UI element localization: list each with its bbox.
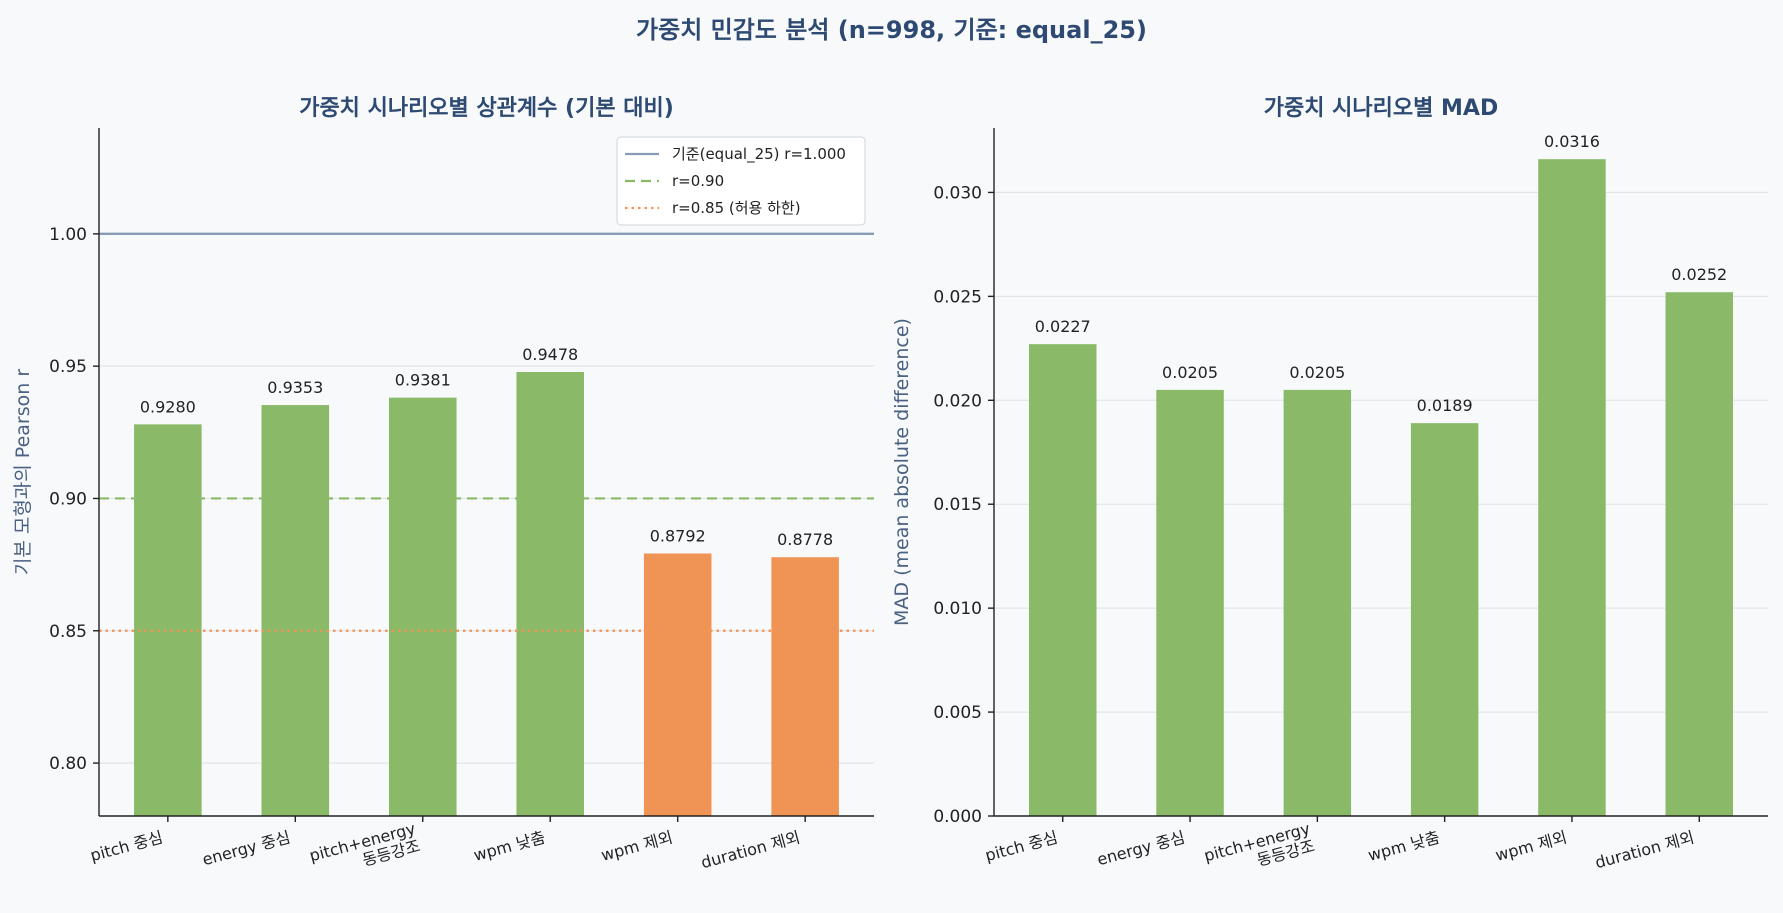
legend-entry: r=0.90 [672, 172, 724, 190]
x-tick-label: energy 중심 [1095, 828, 1187, 870]
data-label: 0.8792 [650, 527, 706, 546]
y-axis-label: MAD (mean absolute difference) [891, 318, 913, 626]
data-label: 0.9381 [395, 371, 451, 390]
data-label: 0.0189 [1417, 396, 1473, 415]
data-label: 0.0252 [1671, 265, 1727, 284]
bar [134, 424, 202, 816]
legend-entry: 기준(equal_25) r=1.000 [672, 145, 846, 164]
x-tick-label: wpm 낮춤 [471, 828, 547, 865]
bar [1029, 344, 1097, 816]
y-tick-label: 0.025 [933, 287, 982, 307]
y-tick-label: 0.020 [933, 391, 982, 411]
bar [1156, 389, 1224, 816]
data-label: 0.8778 [777, 530, 833, 549]
x-tick-label: wpm 제외 [1493, 828, 1569, 865]
chart-panel-2: 0.0227 0.0205 0.0205 0.0189 0.0316 0.0252 0.00… [891, 96, 1768, 883]
bar [388, 397, 457, 816]
x-tick-label: energy 중심 [200, 828, 292, 870]
y-tick-label: 0.000 [933, 807, 982, 827]
data-label: 0.0205 [1289, 363, 1345, 382]
data-label: 0.9353 [267, 378, 323, 397]
bar [516, 371, 585, 816]
bar [1410, 423, 1479, 816]
legend-box [616, 136, 866, 226]
x-tick-label: pitch 중심 [983, 828, 1060, 866]
data-label: 0.9280 [140, 397, 196, 416]
bar [261, 405, 330, 816]
bar [1538, 159, 1606, 817]
axis-title: 가중치 시나리오별 MAD [1264, 96, 1498, 121]
legend-entry: r=0.85 (허용 하한) [672, 199, 801, 217]
legend: 기준(equal_25) r=1.000 r=0.90 r=0.85 (허용 하한) [616, 136, 866, 226]
data-label: 0.9478 [522, 345, 578, 364]
y-tick-label: 1.00 [49, 225, 87, 245]
figure-title: 가중치 민감도 분석 (n=998, 기준: equal_25) [636, 16, 1147, 44]
bar [771, 557, 839, 816]
y-tick-label: 0.95 [49, 357, 87, 377]
y-tick-label: 0.030 [933, 183, 982, 203]
y-tick-label: 0.015 [933, 495, 982, 515]
axis-title: 가중치 시나리오별 상관계수 (기본 대비) [299, 96, 674, 121]
data-label: 0.0316 [1544, 132, 1600, 151]
y-axis-label: 기본 모형과의 Pearson r [12, 369, 34, 575]
y-tick-label: 0.010 [933, 599, 982, 619]
x-tick-label: wpm 제외 [599, 828, 675, 865]
bar [1283, 389, 1352, 816]
bar [643, 553, 712, 816]
x-tick-label: pitch 중심 [88, 828, 165, 866]
x-tick-label: wpm 낮춤 [1366, 828, 1442, 865]
x-tick-label: pitch+energy동등강조 [1202, 819, 1317, 883]
y-tick-label: 0.85 [49, 622, 87, 642]
x-tick-label: duration 제외 [699, 828, 802, 873]
x-tick-label: pitch+energy동등강조 [307, 819, 422, 883]
y-tick-label: 0.005 [933, 703, 982, 723]
data-label: 0.0205 [1162, 363, 1218, 382]
x-tick-label: duration 제외 [1593, 828, 1696, 873]
chart-panel-1: 0.9280 0.9353 0.9381 0.9478 0.8792 0.8778 0.80… [12, 96, 874, 883]
data-label: 0.0227 [1035, 317, 1091, 336]
bar [1665, 292, 1733, 816]
y-tick-label: 0.80 [49, 754, 87, 774]
y-tick-label: 0.90 [49, 489, 87, 509]
